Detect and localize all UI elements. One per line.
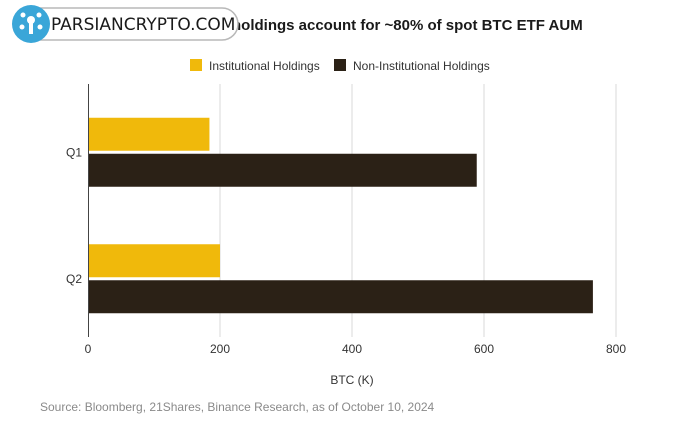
legend-label-non-institutional: Non-Institutional Holdings [353, 59, 490, 73]
x-tick-label: 400 [342, 342, 362, 356]
x-tick-labels: 0 200 400 600 800 [85, 342, 627, 356]
y-tick-labels: Q1 Q2 [66, 145, 82, 286]
watermark-logo: PARSIANCRYPTO.COM [12, 5, 239, 43]
x-tick-label: 800 [606, 342, 626, 356]
x-tick-label: 200 [210, 342, 230, 356]
legend: Institutional Holdings Non-Institutional… [190, 59, 490, 73]
y-tick-label: Q1 [66, 145, 82, 159]
bar-non-institutional-q1 [88, 153, 477, 187]
chart-title: holdings account for ~80% of spot BTC ET… [232, 17, 583, 34]
bar-institutional-q1 [88, 117, 210, 151]
x-axis-label: BTC (K) [330, 373, 373, 387]
bars [88, 117, 593, 314]
watermark-text: PARSIANCRYPTO.COM [51, 15, 235, 35]
legend-swatch-non-institutional [334, 59, 346, 71]
x-tick-label: 0 [85, 342, 92, 356]
legend-swatch-institutional [190, 59, 202, 71]
x-tick-label: 600 [474, 342, 494, 356]
legend-label-institutional: Institutional Holdings [209, 59, 320, 73]
y-tick-label: Q2 [66, 272, 82, 286]
bar-non-institutional-q2 [88, 280, 593, 314]
bar-institutional-q2 [88, 244, 220, 278]
source-note: Source: Bloomberg, 21Shares, Binance Res… [40, 400, 435, 414]
